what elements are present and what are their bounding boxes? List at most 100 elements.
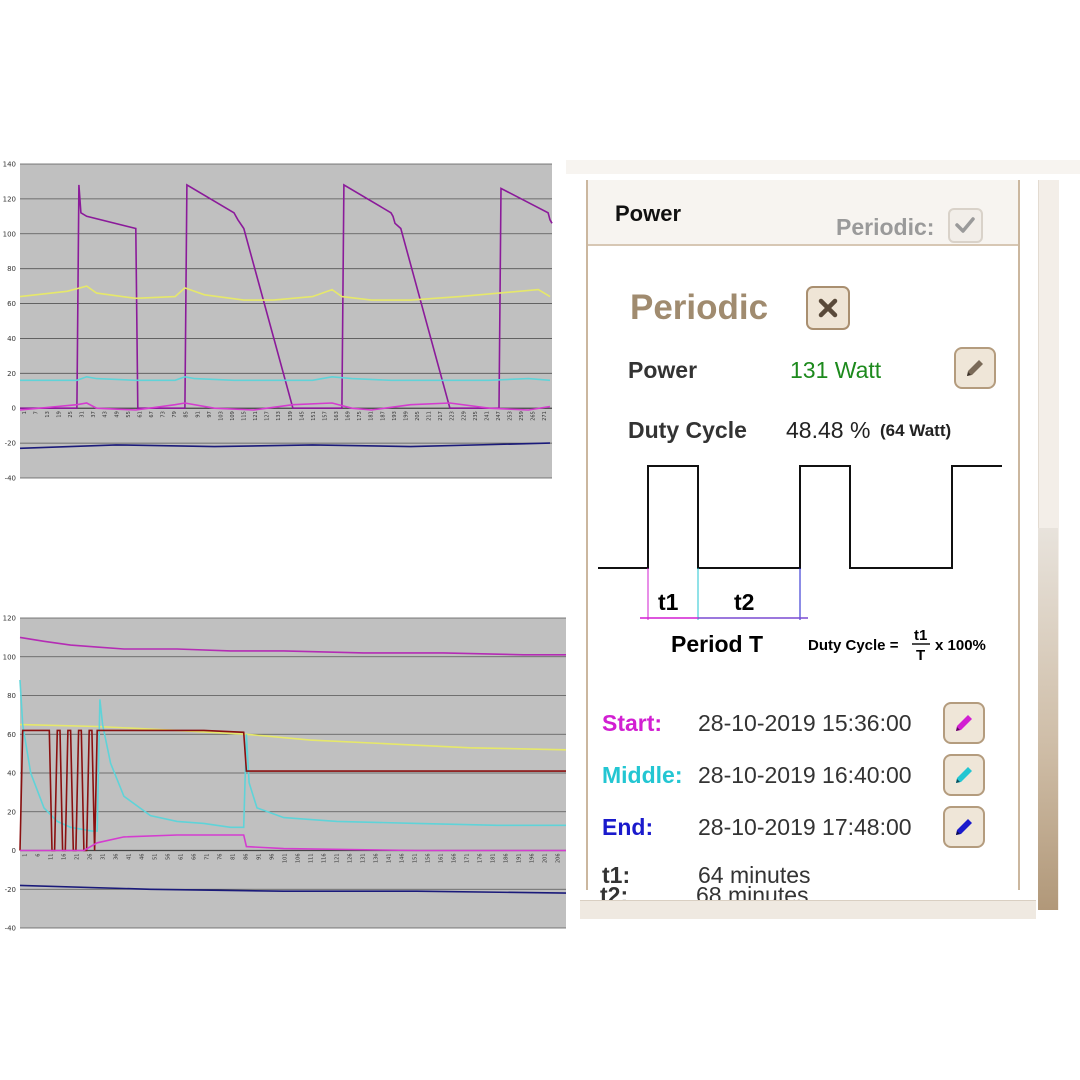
pencil-icon bbox=[956, 767, 972, 783]
x-tick-label: 116 bbox=[322, 854, 328, 864]
x-tick-label: 131 bbox=[361, 854, 367, 864]
x-tick-label: 201 bbox=[543, 854, 549, 864]
x-tick-label: 156 bbox=[426, 854, 432, 864]
x-tick-label: 146 bbox=[400, 854, 406, 864]
x-tick-label: 96 bbox=[270, 854, 276, 860]
series-line-4 bbox=[19, 402, 551, 411]
close-icon bbox=[818, 298, 838, 318]
start-value: 28-10-2019 15:36:00 bbox=[698, 710, 912, 736]
t1-label: t1 bbox=[658, 589, 679, 615]
x-tick-label: 31 bbox=[101, 854, 107, 860]
header-title: Power bbox=[615, 201, 682, 226]
x-tick-label: 25 bbox=[68, 411, 74, 417]
start-label: Start: bbox=[602, 710, 663, 736]
x-tick-label: 223 bbox=[450, 411, 456, 421]
x-tick-label: 73 bbox=[161, 411, 167, 417]
y-tick-label: 20 bbox=[7, 808, 16, 816]
x-tick-label: 109 bbox=[230, 411, 236, 421]
x-tick-label: 133 bbox=[276, 411, 282, 421]
square-wave bbox=[598, 465, 1002, 569]
edit-power-button[interactable] bbox=[954, 347, 996, 389]
y-tick-label: 140 bbox=[3, 161, 16, 169]
y-tick-label: 20 bbox=[7, 370, 16, 378]
middle-value: 28-10-2019 16:40:00 bbox=[698, 762, 912, 788]
x-tick-label: 196 bbox=[530, 854, 536, 864]
x-tick-label: 81 bbox=[231, 854, 237, 860]
x-tick-label: 26 bbox=[88, 854, 94, 860]
x-tick-label: 271 bbox=[542, 411, 548, 421]
end-value: 28-10-2019 17:48:00 bbox=[698, 814, 912, 840]
x-tick-label: 175 bbox=[357, 411, 363, 421]
panel-card: Power Periodic: Periodic Power 131 Watt … bbox=[586, 180, 1020, 890]
y-tick-label: -20 bbox=[5, 886, 16, 894]
x-tick-label: 211 bbox=[427, 411, 433, 421]
check-icon bbox=[955, 217, 975, 233]
x-tick-label: 36 bbox=[114, 854, 120, 860]
x-tick-label: 139 bbox=[288, 411, 294, 421]
x-tick-label: 199 bbox=[403, 411, 409, 421]
y-tick-label: -40 bbox=[5, 475, 16, 483]
y-tick-label: 40 bbox=[7, 770, 16, 778]
panel-bottom-bar bbox=[580, 900, 1036, 919]
x-tick-label: 7 bbox=[33, 411, 39, 414]
y-tick-label: 100 bbox=[3, 653, 16, 661]
y-tick-label: 100 bbox=[3, 230, 16, 238]
series-line-3 bbox=[20, 375, 551, 382]
x-tick-label: 145 bbox=[299, 411, 305, 421]
x-tick-label: 206 bbox=[556, 854, 562, 864]
x-tick-label: 31 bbox=[80, 411, 86, 417]
x-tick-label: 157 bbox=[322, 411, 328, 421]
series-line-2 bbox=[19, 723, 567, 751]
x-tick-label: 76 bbox=[218, 854, 224, 860]
x-tick-label: 101 bbox=[283, 854, 289, 864]
t1-row-value: 64 minutes bbox=[698, 862, 811, 888]
x-tick-label: 115 bbox=[242, 411, 248, 421]
x-tick-label: 11 bbox=[49, 854, 55, 860]
x-tick-label: 171 bbox=[465, 854, 471, 864]
x-tick-label: 85 bbox=[184, 411, 190, 417]
edit-start-button[interactable] bbox=[943, 702, 985, 744]
x-tick-label: 61 bbox=[179, 854, 185, 860]
close-button[interactable] bbox=[806, 286, 850, 330]
x-tick-label: 86 bbox=[244, 854, 250, 860]
x-tick-label: 97 bbox=[207, 411, 213, 417]
formula-suffix: x 100% bbox=[935, 637, 986, 654]
x-tick-label: 71 bbox=[205, 854, 211, 860]
x-tick-label: 51 bbox=[153, 854, 159, 860]
edit-end-button[interactable] bbox=[943, 806, 985, 848]
x-tick-label: 21 bbox=[75, 854, 81, 860]
scrollbar-thumb[interactable] bbox=[1038, 528, 1058, 910]
x-tick-label: 79 bbox=[172, 411, 178, 417]
formula-denominator: T bbox=[916, 647, 925, 664]
x-tick-label: 13 bbox=[45, 411, 51, 417]
x-tick-label: 253 bbox=[508, 411, 514, 421]
series-line-5 bbox=[20, 834, 566, 852]
x-tick-label: 67 bbox=[149, 411, 155, 417]
series-line-4 bbox=[19, 729, 566, 852]
y-tick-label: 80 bbox=[7, 265, 16, 273]
x-tick-label: 43 bbox=[103, 411, 109, 417]
x-tick-label: 187 bbox=[380, 411, 386, 421]
series-line-5 bbox=[19, 442, 551, 450]
series-line-3 bbox=[19, 679, 566, 832]
periodic-checkbox[interactable] bbox=[948, 208, 983, 243]
x-tick-label: 163 bbox=[334, 411, 340, 421]
x-tick-label: 16 bbox=[62, 854, 68, 860]
edit-middle-button[interactable] bbox=[943, 754, 985, 796]
y-tick-label: -20 bbox=[5, 440, 16, 448]
periodic-checkbox-label: Periodic: bbox=[836, 214, 935, 240]
duty-cycle-label: Duty Cycle bbox=[628, 417, 747, 443]
y-tick-label: 40 bbox=[7, 335, 16, 343]
x-tick-label: 121 bbox=[253, 411, 259, 421]
x-tick-label: 259 bbox=[519, 411, 525, 421]
x-tick-label: 229 bbox=[461, 411, 467, 421]
x-tick-label: 241 bbox=[484, 411, 490, 421]
end-label: End: bbox=[602, 814, 654, 840]
x-tick-label: 19 bbox=[56, 411, 62, 417]
chart-bottom: 120 100 80 60 40 20 0 -20 -40 1 6 11 16 21 26 31 36 41 46 5… bbox=[0, 612, 570, 933]
x-tick-label: 186 bbox=[504, 854, 510, 864]
x-tick-label: 265 bbox=[531, 411, 537, 421]
x-tick-label: 181 bbox=[491, 854, 497, 864]
chart-top-svg: 140 120 100 80 60 40 20 0 -20 -40 1 7 13 19 25 31 37 43 49… bbox=[3, 161, 553, 483]
